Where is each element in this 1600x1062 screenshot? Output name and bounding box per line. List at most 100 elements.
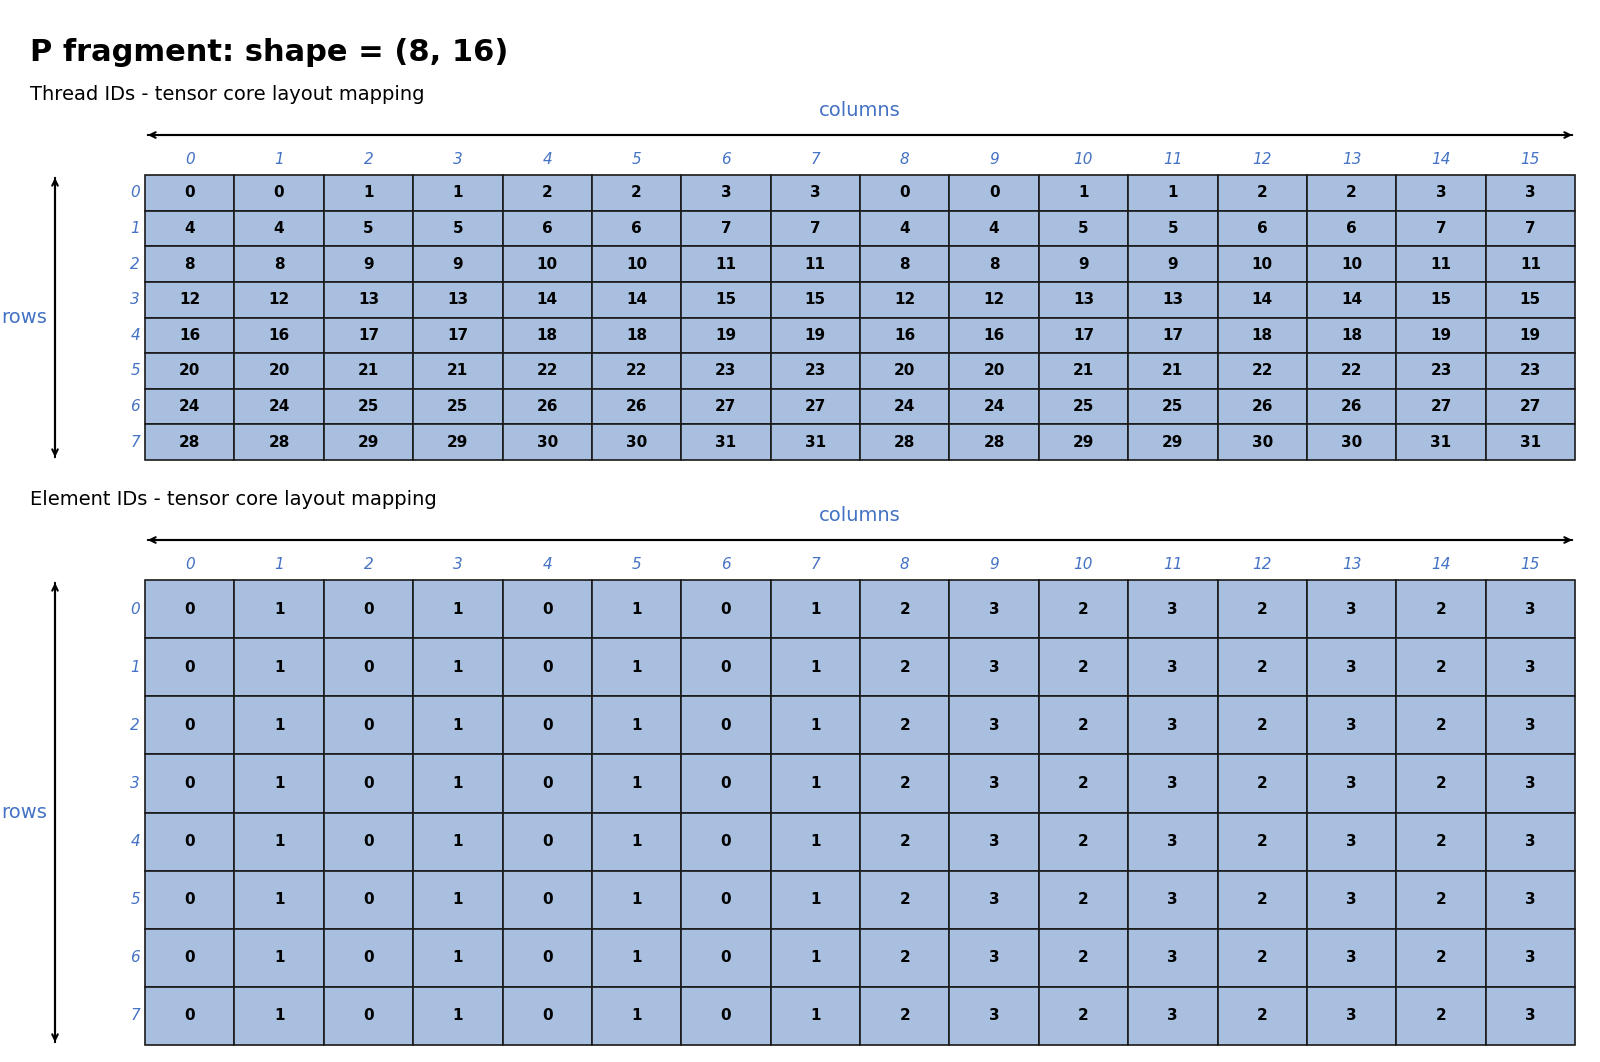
Text: 8: 8 [274,257,285,272]
Bar [1218,812,1307,871]
Text: 25: 25 [1072,399,1094,414]
Text: 3: 3 [1168,660,1178,674]
Bar [682,175,771,210]
Text: 2: 2 [899,950,910,965]
Bar [1307,281,1397,318]
Text: 1: 1 [810,950,821,965]
Bar [1397,425,1486,460]
Bar [1038,281,1128,318]
Text: 20: 20 [269,363,290,378]
Bar [771,871,861,929]
Text: 2: 2 [1078,776,1090,791]
Text: 26: 26 [536,399,558,414]
Bar [502,754,592,812]
Text: 3: 3 [130,776,141,791]
Text: 3: 3 [720,185,731,201]
Text: 5: 5 [1168,221,1178,236]
Text: 0: 0 [363,660,374,674]
Text: 3: 3 [1168,601,1178,617]
Text: 1: 1 [274,660,285,674]
Bar [771,425,861,460]
Bar [1307,638,1397,697]
Text: 30: 30 [1341,434,1362,449]
Bar [234,871,323,929]
Text: 0: 0 [720,601,731,617]
Bar [502,697,592,754]
Text: 18: 18 [536,328,558,343]
Bar [1307,871,1397,929]
Bar [234,281,323,318]
Text: 0: 0 [184,601,195,617]
Text: 1: 1 [274,556,283,572]
Text: 7: 7 [720,221,731,236]
Text: 1: 1 [453,601,462,617]
Text: 31: 31 [1430,434,1451,449]
Text: 3: 3 [1525,776,1536,791]
Text: 1: 1 [632,660,642,674]
Text: 22: 22 [1341,363,1362,378]
Bar [1038,425,1128,460]
Bar [1038,638,1128,697]
Text: 0: 0 [363,892,374,907]
Bar [1038,318,1128,354]
Text: 23: 23 [715,363,736,378]
Text: 12: 12 [894,292,915,307]
Bar [146,580,234,638]
Text: 1: 1 [810,834,821,849]
Bar [682,580,771,638]
Bar [861,697,949,754]
Bar [1128,987,1218,1045]
Bar [1128,246,1218,281]
Bar [1307,425,1397,460]
Bar [234,580,323,638]
Text: 13: 13 [1074,292,1094,307]
Bar [323,175,413,210]
Bar [1486,638,1574,697]
Bar [1218,318,1307,354]
Bar [1307,697,1397,754]
Text: 2: 2 [130,718,141,733]
Bar [413,318,502,354]
Text: 0: 0 [720,834,731,849]
Bar [1486,210,1574,246]
Text: 14: 14 [1430,152,1451,167]
Bar [682,210,771,246]
Text: 0: 0 [363,776,374,791]
Bar [949,354,1038,389]
Bar [234,929,323,987]
Text: 31: 31 [715,434,736,449]
Bar [1218,246,1307,281]
Bar [771,389,861,425]
Bar [323,697,413,754]
Bar [1128,175,1218,210]
Bar [1218,389,1307,425]
Bar [1486,580,1574,638]
Bar [592,318,682,354]
Bar [1307,389,1397,425]
Text: 1: 1 [453,1009,462,1024]
Text: 3: 3 [1525,1009,1536,1024]
Bar [323,318,413,354]
Text: 1: 1 [274,601,285,617]
Text: 6: 6 [1258,221,1267,236]
Text: 9: 9 [989,556,998,572]
Bar [146,754,234,812]
Bar [771,580,861,638]
Bar [861,354,949,389]
Bar [1218,354,1307,389]
Bar [323,929,413,987]
Text: 3: 3 [1525,834,1536,849]
Text: 6: 6 [130,399,141,414]
Text: 2: 2 [363,152,373,167]
Text: 21: 21 [1074,363,1094,378]
Bar [1307,354,1397,389]
Text: 13: 13 [1342,152,1362,167]
Bar [502,987,592,1045]
Text: 2: 2 [1435,660,1446,674]
Bar [682,638,771,697]
Text: 3: 3 [989,1009,1000,1024]
Text: 22: 22 [626,363,648,378]
Bar [949,754,1038,812]
Bar [146,354,234,389]
Text: 3: 3 [1168,950,1178,965]
